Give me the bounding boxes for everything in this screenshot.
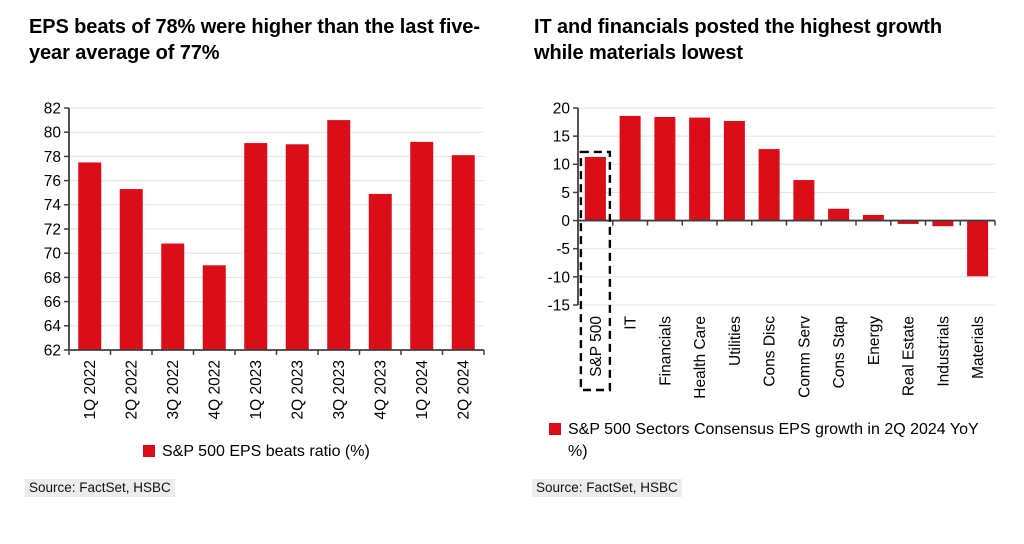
x-category-label: Cons Stap [831,316,848,388]
y-tick-label: 68 [44,270,61,287]
bar-1 [619,115,641,221]
bar-8 [410,141,434,350]
legend-swatch-icon [143,445,155,457]
bar-11 [967,220,989,277]
y-tick-label: 80 [44,125,62,142]
x-category-label: S&P 500 [588,316,605,377]
bar-6 [327,120,351,350]
x-category-label: 4Q 2022 [207,360,224,419]
highlight-dashed-box [579,150,612,392]
x-category-label: Real Estate [901,316,918,396]
left-chart-legend: S&P 500 EPS beats ratio (%) [143,441,473,463]
x-category-label: Utilities [727,316,744,366]
bar-10 [932,220,954,227]
y-tick-label: 72 [44,221,61,238]
bar-2 [161,243,185,350]
sector-growth-panel: IT and financials posted the highest gro… [512,0,1024,544]
eps-beats-panel: EPS beats of 78% were higher than the la… [25,16,485,497]
left-legend-label: S&P 500 EPS beats ratio (%) [162,443,370,460]
x-category-label: Industrials [935,316,952,387]
bar-4 [723,120,745,221]
y-tick-label: -15 [548,297,570,314]
sector-growth-bar-chart: -15 -10 -5 0 5 10 15 20 S&P 500 IT Financials Healt… [548,100,996,399]
x-category-label: 1Q 2023 [248,360,265,419]
x-category-label: 2Q 2023 [290,360,307,419]
x-category-label: 2Q 2024 [456,360,473,420]
y-tick-label: 76 [44,173,61,190]
bar-9 [897,220,919,224]
right-legend-label: S&P 500 Sectors Consensus EPS growth in … [568,421,979,461]
x-category-label: Cons Disc [762,316,779,387]
right-chart-title: IT and financials posted the highest gro… [534,16,942,65]
bar-6 [793,180,815,221]
bar-4 [244,143,268,350]
x-category-label: Financials [657,316,674,386]
x-category-label: 3Q 2022 [165,360,182,419]
x-category-label: Energy [866,316,883,365]
y-tick-label: 82 [44,100,61,117]
bar-2 [654,117,676,221]
y-tick-label: 66 [44,294,61,311]
x-category-label: 2Q 2022 [124,360,141,419]
left-source-note: Source: FactSet, HSBC [25,479,175,497]
y-tick-label: 78 [44,149,61,166]
y-tick-label: 70 [44,246,62,263]
y-tick-label: 64 [44,318,62,335]
bar-5 [285,144,309,350]
legend-swatch-icon [549,423,561,435]
y-tick-label: 0 [561,213,570,230]
right-chart-legend: S&P 500 Sectors Consensus EPS growth in … [549,419,987,463]
x-category-label: IT [623,315,640,329]
x-category-label: 3Q 2023 [331,360,348,419]
bar-0 [78,162,102,350]
eps-beats-bar-chart: 62 64 66 68 70 72 74 76 78 80 82 1Q 2022 2Q 2022 3Q 2… [44,100,485,420]
y-tick-label: -10 [548,269,571,286]
y-tick-label: 15 [553,129,570,146]
y-tick-label: 5 [561,185,570,202]
y-tick-label: 20 [553,100,571,117]
y-tick-label: 10 [553,157,571,174]
bar-3 [689,117,711,221]
x-category-label: Comm Serv [796,316,813,398]
y-tick-label: 62 [44,342,61,359]
bar-1 [119,189,143,350]
x-category-label: 1Q 2024 [414,360,431,420]
x-category-label: 1Q 2022 [82,360,99,419]
bar-8 [862,214,884,221]
left-chart-title: EPS beats of 78% were higher than the la… [29,16,480,65]
y-tick-label: 74 [44,197,62,214]
bar-7 [828,208,850,221]
bar-3 [202,265,226,350]
x-category-label: 4Q 2023 [373,360,390,419]
bar-0 [584,156,606,221]
bar-5 [758,149,780,221]
x-category-label: Materials [970,316,987,379]
x-category-label: Health Care [692,316,709,399]
right-source-note: Source: FactSet, HSBC [532,479,682,497]
bar-9 [451,155,475,350]
bar-7 [368,193,392,350]
y-tick-label: -5 [556,241,570,258]
